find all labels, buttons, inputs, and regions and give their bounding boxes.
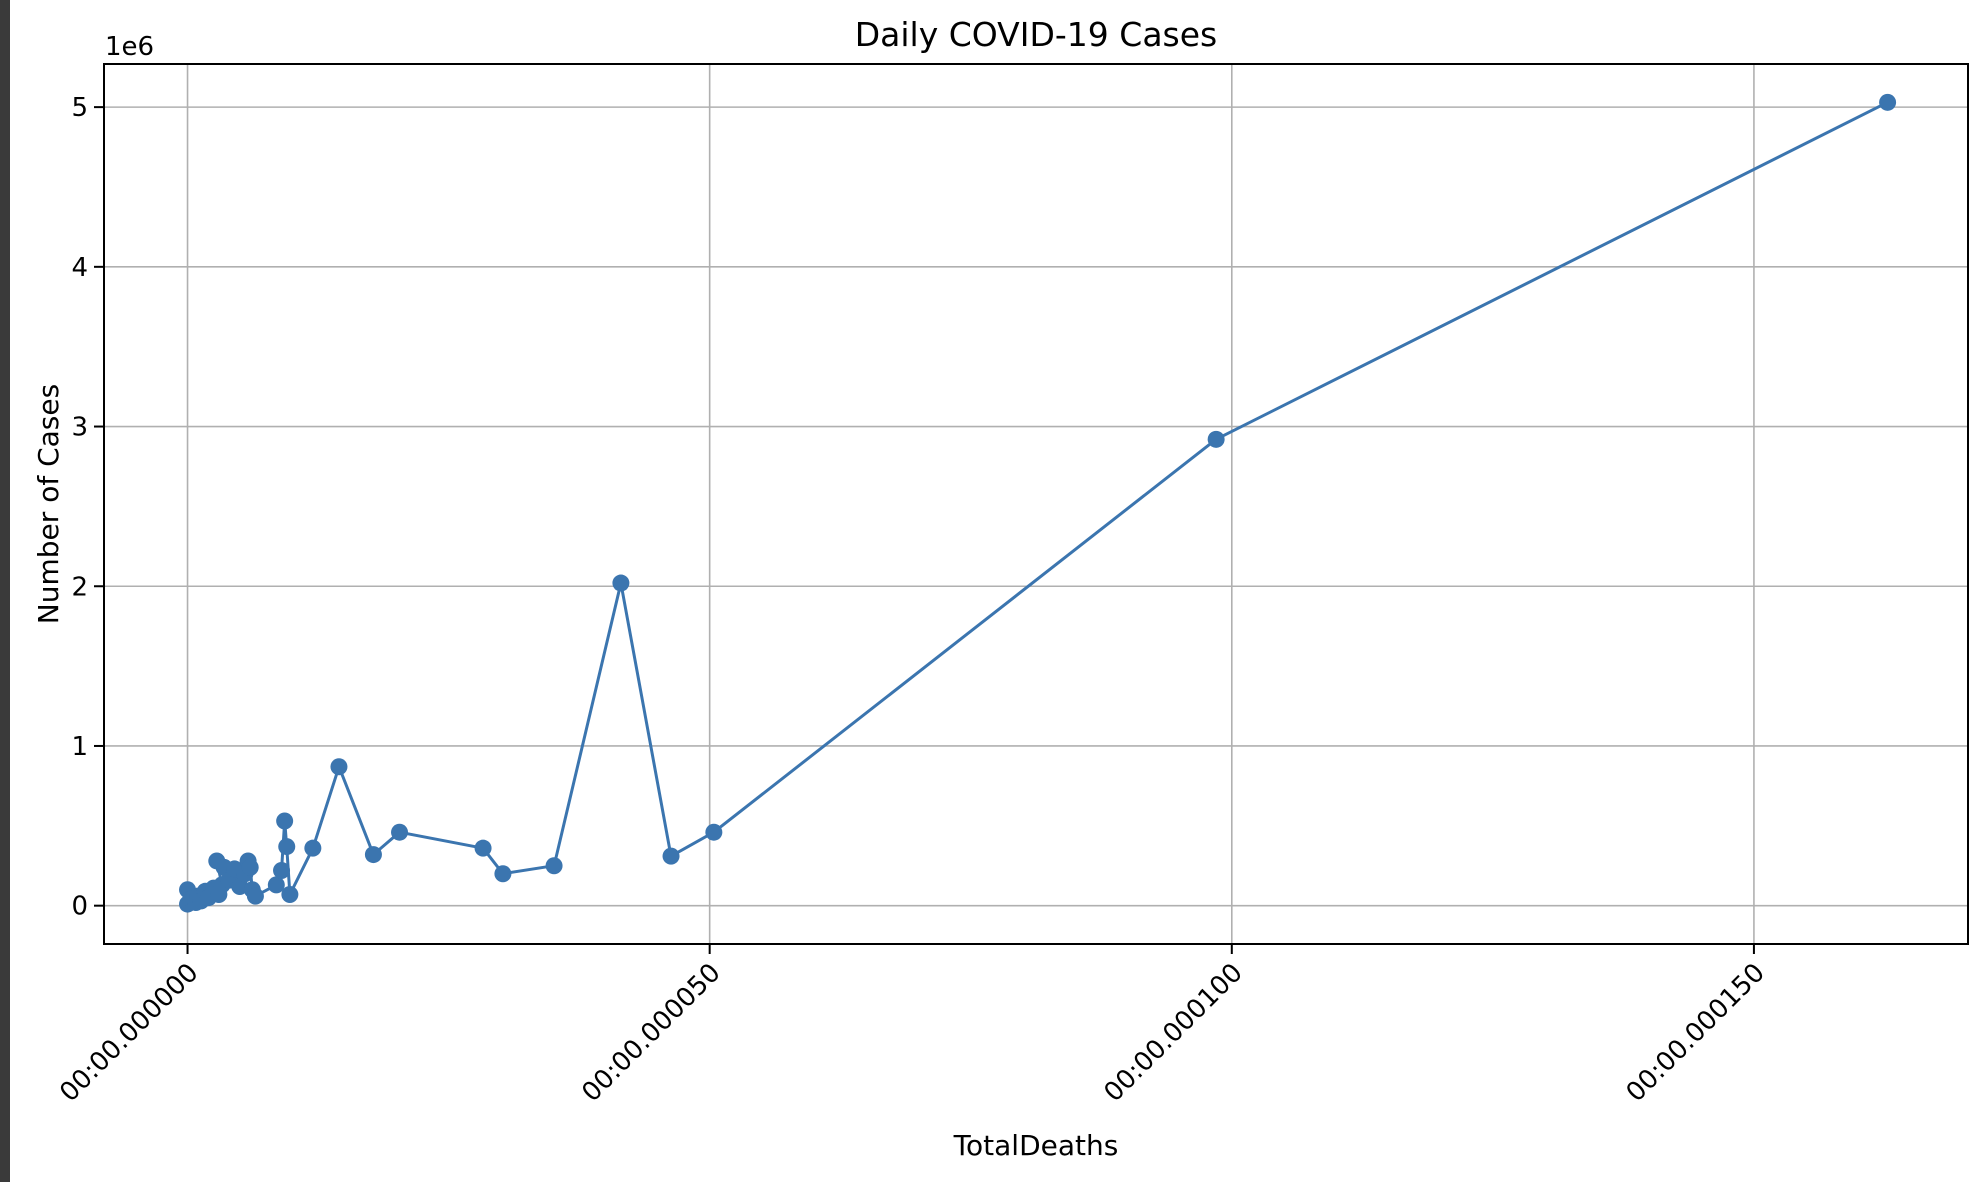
data-point-33 [612, 574, 630, 592]
data-point-36 [1207, 430, 1225, 448]
data-point-35 [705, 823, 723, 841]
x-tick-label-0: 00:00.000000 [54, 958, 204, 1108]
data-point-34 [662, 847, 680, 865]
y-tick-label-5: 5 [71, 93, 88, 123]
gridlines [104, 64, 1968, 944]
y-axis-ticks: 0 1 2 3 4 5 [71, 93, 104, 922]
chart-figure: Daily COVID-19 Cases 1e6 0 1 2 3 4 5 00:00.00… [10, 0, 1986, 1182]
x-axis-label: TotalDeaths [953, 1129, 1119, 1162]
data-point-22 [273, 862, 291, 880]
data-point-37 [1879, 93, 1897, 111]
data-point-28 [364, 846, 382, 864]
y-axis-label: Number of Cases [32, 384, 65, 624]
x-axis-ticks: 00:00.000000 00:00.000050 00:00.000100 00:0… [54, 944, 1771, 1108]
x-tick-label-3: 00:00.000150 [1621, 958, 1771, 1108]
data-point-27 [330, 758, 348, 776]
data-point-18 [241, 858, 259, 876]
series-layer [179, 93, 1897, 913]
data-point-32 [545, 857, 563, 875]
y-tick-label-4: 4 [71, 253, 88, 283]
chart-title: Daily COVID-19 Cases [855, 15, 1217, 54]
y-tick-label-1: 1 [71, 732, 88, 762]
data-point-30 [474, 839, 492, 857]
data-point-21 [267, 876, 285, 894]
data-point-23 [276, 812, 294, 830]
data-point-24 [278, 838, 296, 856]
data-point-29 [391, 823, 409, 841]
plot-frame [103, 63, 1969, 945]
x-tick-label-2: 00:00.000100 [1099, 958, 1249, 1108]
series-line-0 [186, 100, 1889, 905]
y-tick-label-2: 2 [71, 572, 88, 602]
y-axis-offset-label: 1e6 [105, 32, 154, 62]
data-point-20 [246, 887, 264, 905]
data-point-31 [494, 865, 512, 883]
data-point-26 [304, 839, 322, 857]
data-point-25 [281, 885, 299, 903]
y-tick-label-3: 3 [71, 413, 88, 443]
x-tick-label-1: 00:00.000050 [576, 958, 726, 1108]
line-chart: Daily COVID-19 Cases 1e6 0 1 2 3 4 5 00:00.00… [32, 15, 1969, 1162]
y-tick-label-0: 0 [71, 892, 88, 922]
